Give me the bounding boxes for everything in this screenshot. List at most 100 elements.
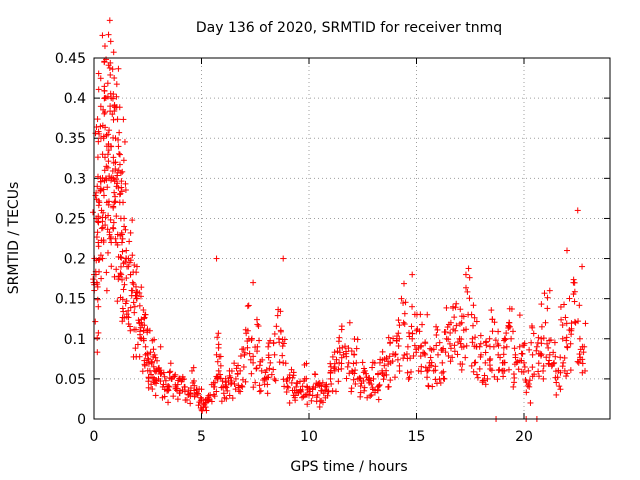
data-point xyxy=(191,382,198,389)
y-tick-label: 0.1 xyxy=(64,332,86,348)
data-point xyxy=(303,383,310,390)
data-point xyxy=(133,269,140,276)
data-point xyxy=(97,75,104,82)
data-point xyxy=(123,297,130,304)
data-point xyxy=(133,283,140,290)
data-point xyxy=(106,173,113,180)
data-point xyxy=(309,392,316,399)
data-point xyxy=(155,366,162,373)
data-point xyxy=(285,384,292,391)
data-point xyxy=(125,314,132,321)
data-point xyxy=(206,396,213,403)
data-point xyxy=(119,276,126,283)
data-point xyxy=(94,229,101,236)
grid xyxy=(94,58,610,419)
data-point xyxy=(271,330,278,337)
data-point xyxy=(137,324,144,331)
data-point xyxy=(112,166,119,173)
data-point xyxy=(353,359,360,366)
data-point xyxy=(157,343,164,350)
data-point xyxy=(141,322,148,329)
data-point xyxy=(123,313,130,320)
data-point xyxy=(407,355,414,362)
data-point xyxy=(213,255,220,262)
data-point xyxy=(111,199,118,206)
data-point xyxy=(516,343,523,350)
data-point xyxy=(512,354,519,361)
data-point xyxy=(420,349,427,356)
data-point xyxy=(361,387,368,394)
data-point xyxy=(118,231,125,238)
data-point xyxy=(521,340,528,347)
data-point xyxy=(95,329,102,336)
data-point xyxy=(98,275,105,282)
data-point xyxy=(553,379,560,386)
data-point xyxy=(145,384,152,391)
data-point xyxy=(435,351,441,358)
data-point xyxy=(223,395,230,402)
data-point xyxy=(331,349,338,356)
data-point xyxy=(489,316,496,323)
data-point xyxy=(515,366,522,373)
data-point xyxy=(108,263,115,270)
data-point xyxy=(148,359,155,366)
data-point xyxy=(322,387,329,394)
data-point xyxy=(564,343,570,350)
data-point xyxy=(415,367,422,374)
data-point xyxy=(400,319,407,326)
data-point xyxy=(409,330,416,337)
data-point xyxy=(103,287,110,294)
data-point xyxy=(457,340,464,347)
data-point xyxy=(94,281,101,288)
data-point xyxy=(370,375,377,382)
data-point xyxy=(106,64,113,71)
data-point xyxy=(570,279,577,286)
data-point xyxy=(554,374,561,381)
data-point xyxy=(170,393,177,400)
data-point xyxy=(563,334,570,341)
data-point xyxy=(531,371,538,378)
data-point xyxy=(232,375,239,382)
data-point xyxy=(545,344,552,351)
data-point xyxy=(460,313,467,320)
data-point xyxy=(345,359,352,366)
data-point xyxy=(352,367,359,374)
data-point xyxy=(245,302,252,309)
data-point xyxy=(379,348,386,355)
data-point xyxy=(273,323,280,330)
data-point xyxy=(100,192,107,199)
data-point xyxy=(459,361,466,368)
data-point xyxy=(556,383,563,390)
data-point xyxy=(529,324,536,331)
data-point xyxy=(115,143,122,150)
data-point xyxy=(141,314,148,321)
data-point xyxy=(503,343,510,350)
data-point xyxy=(105,212,112,219)
data-point xyxy=(496,366,503,373)
data-point xyxy=(530,330,537,337)
data-point xyxy=(135,317,142,324)
data-point xyxy=(346,319,353,326)
data-point xyxy=(116,104,123,111)
data-point xyxy=(187,400,194,407)
data-point xyxy=(506,319,513,326)
data-point xyxy=(107,71,114,78)
data-point xyxy=(464,288,471,295)
data-point xyxy=(215,367,222,374)
data-point xyxy=(110,116,117,123)
data-point xyxy=(303,391,310,398)
data-point xyxy=(350,376,357,383)
data-point xyxy=(576,335,583,342)
data-point xyxy=(390,335,397,342)
data-point xyxy=(192,391,199,398)
data-point xyxy=(200,403,207,410)
data-point xyxy=(149,337,156,344)
data-point xyxy=(235,382,242,389)
data-point xyxy=(320,390,327,397)
data-point xyxy=(293,383,300,390)
data-point xyxy=(365,374,372,381)
data-point xyxy=(439,359,446,366)
data-point xyxy=(179,375,186,382)
data-point xyxy=(495,342,502,349)
data-point xyxy=(256,388,263,395)
